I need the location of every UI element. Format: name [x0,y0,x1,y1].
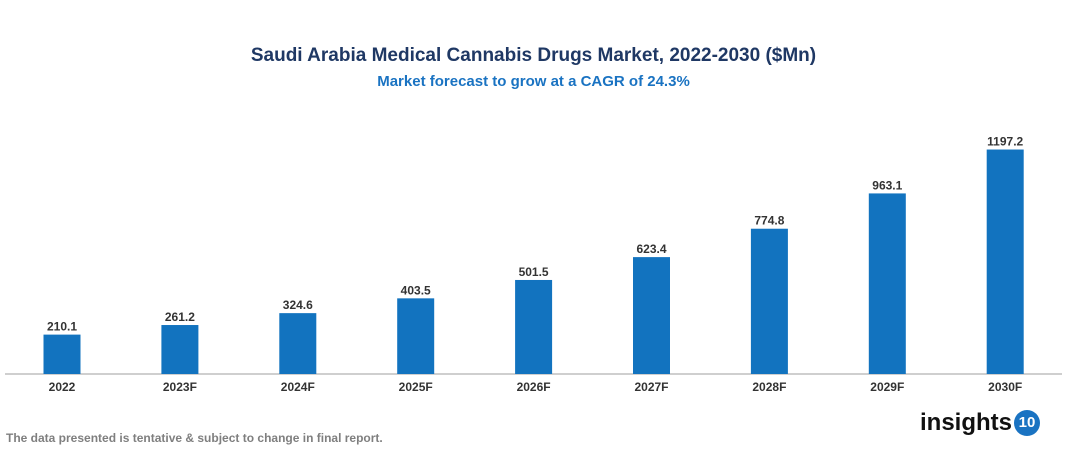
data-label: 774.8 [754,214,784,228]
x-tick-label: 2029F [870,380,904,394]
x-tick-label: 2025F [399,380,433,394]
x-tick-label: 2024F [281,380,315,394]
x-tick-label: 2023F [163,380,197,394]
data-label: 623.4 [636,242,666,256]
chart-title: Saudi Arabia Medical Cannabis Drugs Mark… [250,45,817,66]
data-label: 501.5 [519,265,549,279]
bar [750,228,788,374]
bar [397,298,435,374]
logo-badge: 10 [1014,410,1041,436]
data-label: 324.6 [283,298,313,312]
data-label: 963.1 [872,178,902,192]
x-tick-label: 2022 [49,380,76,394]
data-label: 403.5 [401,283,431,297]
bar [161,325,199,374]
data-label: 261.2 [165,310,195,324]
x-tick-label: 2026F [517,380,551,394]
logo-text: insights [920,409,1013,436]
bar [986,149,1024,374]
x-tick-label: 2027F [634,380,668,394]
data-label: 210.1 [47,320,77,334]
x-tick-label: 2030F [988,380,1022,394]
insights10-logo: insights 10 [920,409,1041,437]
bar [868,193,906,374]
chart-subtitle: Market forecast to grow at a CAGR of 24.… [377,73,690,90]
bar [633,257,670,374]
data-label: 1197.2 [987,135,1023,149]
bar [43,334,81,374]
bar [279,313,317,374]
footer-note: The data presented is tentative & subjec… [6,431,383,445]
x-tick-label: 2028F [752,380,786,394]
bar [515,279,553,374]
